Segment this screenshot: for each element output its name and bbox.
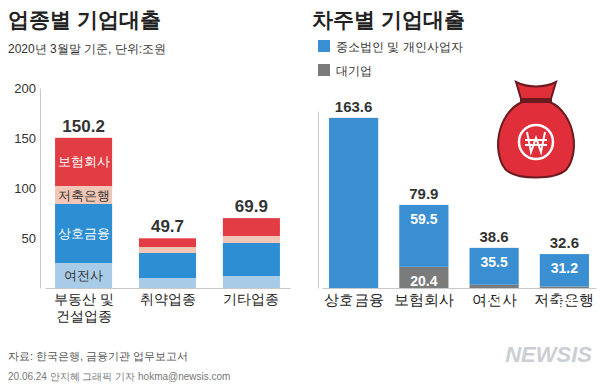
y-axis: 50 100 150 200 (14, 81, 40, 289)
y-tick-label: 150 (14, 131, 36, 146)
series-name-label: 저축은행 (58, 188, 110, 203)
y-axis-line (40, 89, 41, 289)
bar-segment (139, 238, 196, 247)
x-tick: 취약업종 (140, 288, 196, 307)
data-label: 31.2 (551, 260, 578, 276)
bar-segment (139, 278, 196, 288)
credit: 20.06.24 안지혜 그래픽 기자 hokma@newsis.com (8, 371, 230, 382)
x-tick-label-line: 여전사 (472, 291, 517, 308)
legend-label: 대기업 (336, 64, 372, 78)
x-tick: 기타업종 (223, 288, 279, 307)
total-label: 38.6 (480, 228, 509, 245)
bar-segment (329, 118, 378, 288)
bar-segment (223, 236, 280, 243)
y-tick: 100 (14, 181, 40, 196)
series-3 (55, 138, 280, 247)
title: 차주별 기업대출 (312, 8, 465, 31)
title: 업종별 기업대출 (8, 8, 161, 31)
labels: 150.2 49.7 69.9 여전사 상호금융 저축은행 보험회사 (58, 117, 268, 283)
total-label: 69.9 (235, 197, 268, 216)
bar-segment (55, 138, 112, 186)
chart-1: 차주별 기업대출상호금융보험회사여전사저축은행163.679.938.632.6… (312, 8, 597, 310)
bar-segment (55, 263, 112, 288)
x-tick: 부동산 및건설업종 (54, 288, 114, 324)
series-name-label: 상호금융 (58, 226, 110, 241)
x-tick-label: 여전사 (472, 291, 517, 308)
bar-segment (399, 267, 448, 288)
y-tick: 200 (14, 81, 40, 96)
watermark: NEWSIS (505, 342, 592, 367)
total-label: 32.6 (550, 234, 579, 251)
data-label: 3.1 (484, 291, 504, 307)
x-axis: 상호금융보험회사여전사저축은행 (323, 288, 597, 308)
series-name-label: 보험회사 (58, 154, 110, 169)
bag-coin (519, 125, 553, 159)
total-label: 49.7 (151, 217, 184, 236)
series-name-label: 여전사 (64, 268, 103, 283)
bar-segment (540, 254, 589, 286)
bar-segment (470, 285, 519, 288)
bar-segment (55, 204, 112, 263)
bars (55, 138, 280, 288)
y-tick-label: 200 (14, 81, 36, 96)
total-label: 79.9 (409, 185, 438, 202)
bar-segment (223, 276, 280, 288)
data-label: 0 (350, 294, 358, 310)
chart-0: 업종별 기업대출 2020년 3월말 기준, 단위:조원 50 100 150 200 부동… (8, 8, 291, 324)
y-tick-label: 100 (14, 181, 36, 196)
y-tick-label: 50 (22, 231, 36, 246)
x-tick-label-line: 저축은행 (534, 291, 594, 308)
data-label: 1.4 (555, 293, 575, 309)
bar-segment (540, 287, 589, 288)
x-axis-line (46, 288, 291, 289)
legend-swatch (318, 40, 330, 52)
x-axis-line (323, 288, 597, 289)
bar-segment (470, 248, 519, 285)
data-label: 59.5 (410, 211, 437, 227)
source: 자료: 한국은행, 금융기관 업무보고서 (8, 350, 188, 362)
bar-segment (223, 243, 280, 276)
x-tick: 여전사 (472, 288, 517, 308)
subtitle: 2020년 3월말 기준, 단위:조원 (8, 42, 166, 56)
bag-neck (516, 82, 556, 102)
y-tick: 50 (22, 231, 40, 246)
y-tick: 150 (14, 131, 40, 146)
bar-segment (139, 253, 196, 278)
x-tick-label: 취약업종 (140, 291, 196, 307)
x-tick-label-line: 보험회사 (394, 291, 454, 308)
x-tick: 저축은행 (534, 288, 594, 308)
x-tick-label-line: 기타업종 (223, 291, 279, 307)
bar-segment (139, 247, 196, 253)
x-tick-label-line: 부동산 및 (54, 291, 114, 307)
x-tick-label: 기타업종 (223, 291, 279, 307)
legend-swatch (318, 64, 330, 76)
bar-segment (399, 205, 448, 267)
x-tick-label-line: 취약업종 (140, 291, 196, 307)
bag-tie (520, 98, 552, 102)
infographic: 업종별 기업대출 2020년 3월말 기준, 단위:조원 50 100 150 200 부동… (0, 0, 600, 389)
x-tick-label-line: 건설업종 (56, 308, 112, 324)
y-axis (318, 112, 319, 289)
x-axis: 부동산 및건설업종 취약업종 기타업종 (46, 288, 291, 324)
x-tick-label: 부동산 및건설업종 (54, 291, 114, 325)
legend: 중소법인 및 개인사업자대기업 (318, 40, 463, 78)
total-label: 163.6 (335, 98, 373, 115)
x-tick-label: 보험회사 (394, 291, 454, 308)
bag-body (498, 102, 574, 178)
bag-won-sign (525, 132, 547, 152)
series-2 (55, 186, 280, 253)
total-label: 150.2 (62, 117, 105, 136)
bar-segment (223, 218, 280, 236)
x-tick-label: 저축은행 (534, 291, 594, 308)
y-axis-line (318, 112, 319, 289)
legend-label: 중소법인 및 개인사업자 (336, 40, 463, 54)
money-bag-icon (498, 82, 574, 178)
bar-segment (55, 186, 112, 204)
labels: 163.6 79.9 38.6 32.6 0 20.4 3.1 1.4 59.5 35.5 31.2 (335, 98, 579, 310)
data-label: 35.5 (481, 254, 508, 270)
x-tick: 보험회사 (394, 288, 454, 308)
data-label: 20.4 (410, 273, 437, 289)
